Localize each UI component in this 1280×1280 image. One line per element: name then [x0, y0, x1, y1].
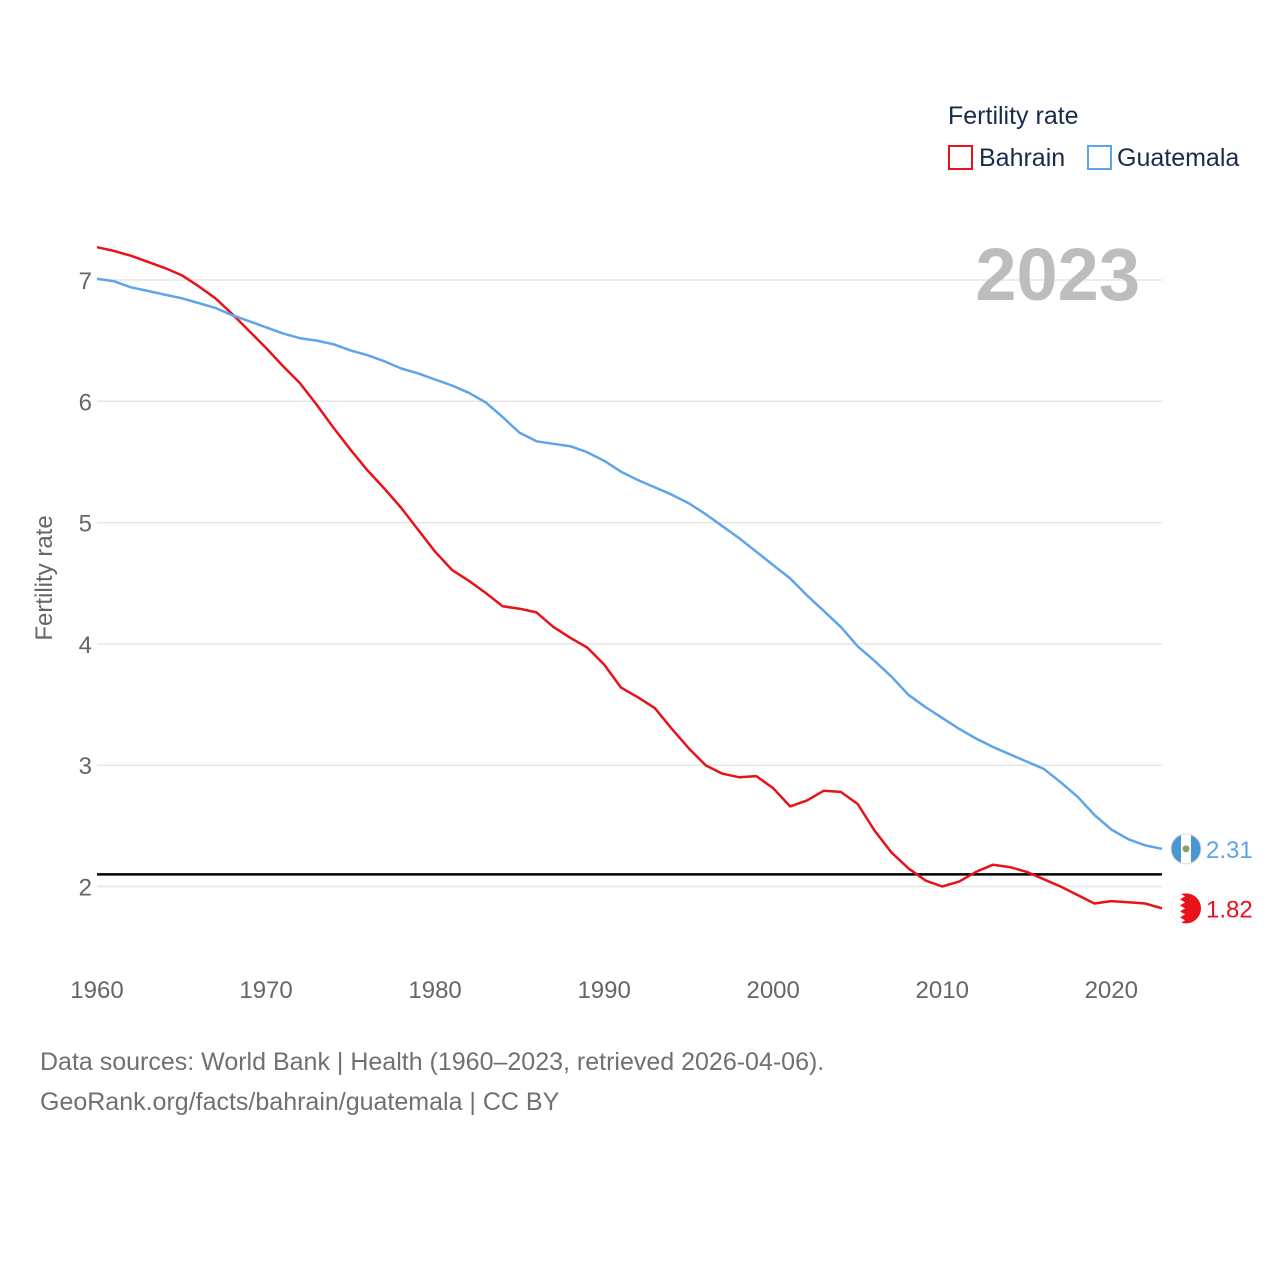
- y-tick-label: 4: [79, 632, 92, 659]
- y-tick-label: 5: [79, 511, 92, 538]
- series-lines: [96, 245, 1163, 910]
- series-line-guatemala: [96, 277, 1163, 851]
- x-tick-label: 1970: [239, 977, 292, 1004]
- legend-item-guatemala[interactable]: Guatemala: [1087, 144, 1239, 172]
- x-tick-label: 2010: [916, 977, 969, 1004]
- y-axis-title: Fertility rate: [31, 515, 58, 640]
- x-tick-label: 1980: [408, 977, 461, 1004]
- y-tick-label: 6: [79, 389, 92, 416]
- end-value-label-guatemala: 2.31: [1206, 837, 1253, 864]
- x-tick-label: 1960: [70, 977, 123, 1004]
- year-label: 2023: [975, 233, 1140, 316]
- legend-title: Fertility rate: [948, 102, 1079, 130]
- legend-label-bahrain: Bahrain: [979, 144, 1065, 172]
- x-tick-label: 2020: [1085, 977, 1138, 1004]
- end-markers: 1.82 2.31: [1170, 833, 1253, 924]
- flag-marker-guatemala: [1170, 833, 1202, 865]
- legend-item-bahrain[interactable]: Bahrain: [948, 144, 1065, 172]
- footer-sources: Data sources: World Bank | Health (1960–…: [40, 1048, 825, 1076]
- x-tick-label: 1990: [577, 977, 630, 1004]
- y-tick-label: 3: [79, 753, 92, 780]
- legend-swatch-guatemala: [1087, 145, 1112, 170]
- series-line-bahrain: [96, 245, 1163, 910]
- footer-link[interactable]: GeoRank.org/facts/bahrain/guatemala | CC…: [40, 1088, 560, 1116]
- y-tick-label: 2: [79, 875, 92, 902]
- legend-swatch-bahrain: [948, 145, 973, 170]
- fertility-rate-chart: 2 3 4 5 6 7 1960 1970 1980 1990 2000 2010 2020 Fert…: [31, 102, 1253, 1004]
- footer: Data sources: World Bank | Health (1960–…: [40, 1042, 824, 1122]
- grid-lines: [97, 279, 1162, 888]
- end-value-label-bahrain: 1.82: [1206, 896, 1253, 923]
- x-axis-ticks: 1960 1970 1980 1990 2000 2010 2020: [70, 977, 1138, 1004]
- y-tick-label: 7: [79, 268, 92, 295]
- x-tick-label: 2000: [746, 977, 799, 1004]
- y-axis-ticks: 2 3 4 5 6 7: [79, 268, 92, 902]
- legend-label-guatemala: Guatemala: [1117, 144, 1239, 172]
- flag-marker-bahrain: [1171, 893, 1201, 924]
